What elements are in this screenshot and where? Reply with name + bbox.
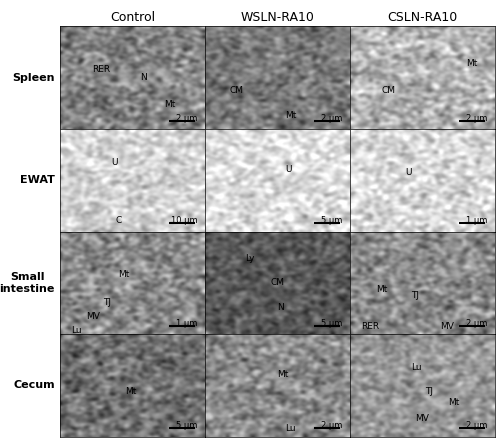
Text: CM: CM	[382, 86, 396, 95]
Text: Control: Control	[110, 11, 155, 24]
Text: Mt: Mt	[376, 285, 388, 294]
Text: 1 μm: 1 μm	[176, 319, 198, 328]
Text: Mt: Mt	[285, 111, 296, 120]
Text: Mt: Mt	[125, 387, 136, 396]
Text: 2 μm: 2 μm	[176, 114, 198, 123]
Text: MV: MV	[440, 322, 454, 331]
Text: MV: MV	[415, 414, 429, 423]
Text: U: U	[285, 165, 291, 174]
Text: MV: MV	[86, 311, 100, 321]
Text: Mt: Mt	[164, 100, 176, 109]
Text: C: C	[115, 216, 121, 225]
Text: 5 μm: 5 μm	[322, 319, 343, 328]
Text: 1 μm: 1 μm	[466, 217, 488, 225]
Text: TJ: TJ	[426, 387, 434, 396]
Text: EWAT: EWAT	[20, 175, 55, 185]
Text: RER: RER	[362, 322, 380, 331]
Text: 5 μm: 5 μm	[176, 422, 198, 430]
Text: 10 μm: 10 μm	[171, 217, 198, 225]
Text: N: N	[278, 303, 284, 312]
Text: 2 μm: 2 μm	[322, 422, 343, 430]
Text: U: U	[405, 168, 411, 177]
Text: Mt: Mt	[466, 59, 477, 68]
Text: U: U	[111, 158, 117, 167]
Text: N: N	[140, 73, 146, 82]
Text: WSLN-RA10: WSLN-RA10	[240, 11, 314, 24]
Text: TJ: TJ	[104, 298, 112, 307]
Text: TJ: TJ	[411, 291, 419, 300]
Text: CSLN-RA10: CSLN-RA10	[388, 11, 458, 24]
Text: Mt: Mt	[448, 398, 460, 407]
Text: Spleen: Spleen	[12, 73, 55, 83]
Text: Mt: Mt	[278, 370, 289, 379]
Text: Ly: Ly	[246, 254, 255, 263]
Text: Lu: Lu	[72, 326, 82, 335]
Text: 2 μm: 2 μm	[466, 422, 488, 430]
Text: 2 μm: 2 μm	[466, 114, 488, 123]
Text: 2 μm: 2 μm	[466, 319, 488, 328]
Text: Lu: Lu	[285, 424, 296, 434]
Text: 5 μm: 5 μm	[322, 217, 343, 225]
Text: Mt: Mt	[118, 270, 130, 280]
Text: CM: CM	[230, 86, 243, 95]
Text: Small
intestine: Small intestine	[0, 272, 55, 294]
Text: CM: CM	[270, 278, 284, 287]
Text: Cecum: Cecum	[14, 380, 55, 390]
Text: RER: RER	[92, 65, 110, 75]
Text: 2 μm: 2 μm	[322, 114, 343, 123]
Text: Lu: Lu	[411, 363, 422, 372]
